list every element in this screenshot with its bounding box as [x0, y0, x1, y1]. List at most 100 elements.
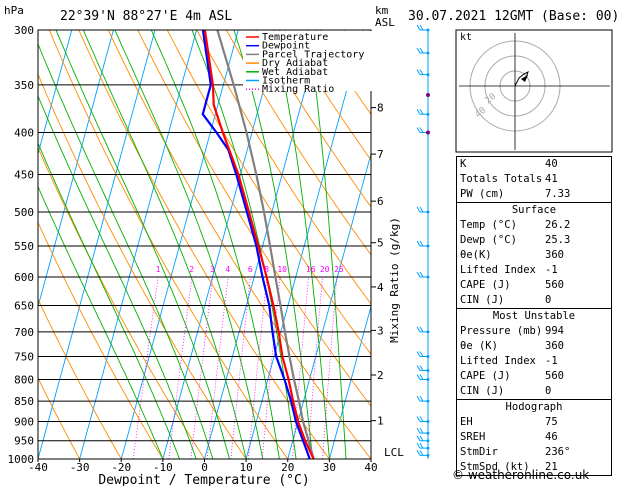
hodograph-label: SREH [460, 431, 486, 443]
surface-row: Dewp (°C) 25.3 [457, 233, 611, 248]
pressure-tick-label: 500 [14, 206, 34, 219]
mixing-ratio-line [322, 276, 338, 459]
pressure-tick-label: 700 [14, 326, 34, 339]
mixing-ratio-line [261, 276, 281, 459]
most-unstable-value: 994 [545, 325, 564, 337]
pressure-tick-label: 750 [14, 350, 34, 363]
x-axis-label: Dewpoint / Temperature (°C) [98, 473, 309, 486]
wind-barb-dot [426, 330, 430, 334]
index-label: Totals Totals [460, 173, 543, 185]
wind-barb-dot [426, 354, 430, 358]
pressure-tick-label: 550 [14, 240, 34, 253]
x-tick-label: 10 [240, 461, 253, 474]
most-unstable-label: Lifted Index [460, 355, 536, 367]
wind-barb [416, 435, 428, 442]
hodograph-value: 21 [545, 461, 558, 473]
isotherm-line [245, 30, 364, 459]
pressure-tick-label: 900 [14, 415, 34, 428]
wind-barb [416, 374, 428, 380]
legend-entry: Isotherm [262, 76, 310, 87]
km-tick-label: 1 [377, 415, 384, 428]
isotherm-line [204, 30, 322, 459]
isotherm-line [38, 30, 156, 459]
isotherm-line [79, 30, 198, 459]
wind-barb-dot [426, 431, 430, 435]
most-unstable-value: 360 [545, 340, 564, 352]
surface-label: Lifted Index [460, 264, 536, 276]
wind-barb-dot [426, 275, 430, 279]
surface-row: Lifted Index -1 [457, 263, 611, 278]
legend-entry: Parcel Trajectory [262, 49, 364, 60]
dry-adiabat-line [38, 73, 247, 459]
wet-adiabat-line [38, 42, 214, 459]
x-tick-label: 40 [364, 461, 377, 474]
most-unstable-row: CIN (J) 0 [457, 384, 611, 399]
surface-box: Surface Temp (°C) 26.2 Dewp (°C) 25.3 θe(K) 3… [456, 203, 612, 309]
surface-row: CAPE (J) 560 [457, 278, 611, 293]
x-tick-label: 20 [281, 461, 294, 474]
dry-adiabat-line [284, 30, 371, 161]
hodograph-label: StmDir [460, 446, 498, 458]
surface-row: θe(K) 360 [457, 248, 611, 263]
pressure-tick-label: 350 [14, 79, 34, 92]
wind-barb-dot [426, 112, 430, 116]
x-tick-label: 0 [201, 461, 208, 474]
km-tick-label: 2 [377, 369, 384, 382]
most-unstable-row: CAPE (J) 560 [457, 369, 611, 384]
surface-row: CIN (J) 0 [457, 293, 611, 308]
mixing-ratio-line [132, 276, 159, 459]
most-unstable-label: θe (K) [460, 340, 498, 352]
x-tick-label: 30 [323, 461, 336, 474]
wind-barb-dot [426, 399, 430, 403]
legend-entry: Temperature [262, 32, 328, 43]
pressure-tick-label: 300 [14, 24, 34, 37]
most-unstable-title: Most Unstable [492, 310, 576, 322]
wind-barb [416, 47, 428, 54]
hodograph-row: SREH 46 [457, 430, 611, 445]
hodograph-label: EH [460, 416, 473, 428]
dry-adiabat-line [48, 30, 289, 459]
wind-barb-dot [426, 73, 430, 77]
surface-label: CIN (J) [460, 294, 505, 306]
x-tick-label: -30 [70, 461, 90, 474]
isotherm-line [120, 30, 239, 459]
mixing-ratio-label: 2 [189, 265, 194, 274]
most-unstable-value: 560 [545, 370, 564, 382]
hodograph-row: StmDir 236° [457, 445, 611, 460]
km-tick-label: 3 [377, 324, 384, 337]
hodograph-row: StmSpd (kt) 21 [457, 460, 611, 475]
indices-box: K 40 Totals Totals 41 PW (cm) 7.33 [456, 156, 612, 203]
isotherm-line [287, 152, 371, 459]
dry-adiabat-line [255, 30, 371, 208]
isotherm-line [328, 304, 371, 459]
pressure-tick-label: 650 [14, 300, 34, 313]
index-label: K [460, 158, 467, 170]
wind-barb-dot [426, 439, 430, 443]
wind-barb-dot [426, 446, 430, 450]
wet-adiabat-line [55, 30, 230, 459]
location-title: 22°39'N 88°27'E 4m ASL [60, 9, 232, 24]
mixing-ratio-label: 10 [277, 265, 287, 274]
copyright: © weatheronline.co.uk [452, 468, 590, 482]
hodograph-row: EH 75 [457, 415, 611, 430]
pressure-tick-label: 850 [14, 395, 34, 408]
wind-barb [416, 326, 428, 333]
surface-label: CAPE (J) [460, 279, 511, 291]
most-unstable-label: Pressure (mb) [460, 325, 543, 337]
hodograph-value: 75 [545, 416, 558, 428]
mixing-ratio-axis-label: Mixing Ratio (g/kg) [388, 217, 401, 343]
pressure-tick-label: 600 [14, 271, 34, 284]
most-unstable-box: Most Unstable Pressure (mb) 994 θe (K) 360 L… [456, 309, 612, 400]
wind-barb-dot [426, 368, 430, 372]
legend-entry: Dewpoint [262, 41, 310, 52]
surface-label: θe(K) [460, 249, 492, 261]
surface-label: Dewp (°C) [460, 234, 517, 246]
x-tick-label: -40 [28, 461, 48, 474]
mixing-ratio-line [206, 276, 229, 459]
pressure-tick-label: 950 [14, 435, 34, 448]
most-unstable-row: θe (K) 360 [457, 339, 611, 354]
mixing-ratio-line [247, 276, 268, 459]
mixing-ratio-label: 16 [306, 265, 316, 274]
wind-barb-dot [426, 419, 430, 423]
